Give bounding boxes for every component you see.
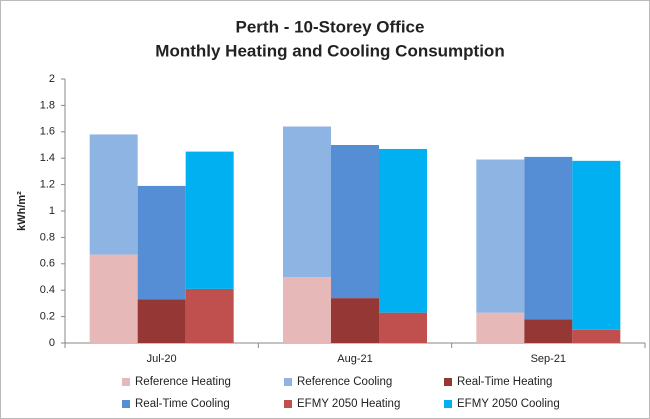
x-tick-label: Sep-21 — [531, 353, 566, 365]
bar-segment — [572, 329, 621, 343]
bar-segment — [572, 160, 621, 330]
y-tick-label: 0.8 — [40, 231, 55, 243]
x-tick-label: Jul-20 — [147, 353, 177, 365]
bar-segment — [524, 319, 573, 343]
y-tick-label: 1.4 — [40, 152, 55, 164]
bar-segment — [89, 134, 138, 255]
bar-segment — [331, 145, 379, 299]
bar-segment — [379, 312, 427, 343]
bar-segment — [524, 156, 573, 320]
legend-label: EFMY 2050 Cooling — [457, 398, 560, 410]
y-axis-label: kWh/m² — [16, 191, 28, 231]
bar-segment — [331, 298, 379, 343]
y-tick-label: 2 — [49, 73, 55, 85]
bar-segment — [137, 299, 186, 343]
y-tick-label: 1.2 — [40, 179, 55, 191]
legend-label: Real-Time Cooling — [135, 398, 230, 410]
legend-label: Reference Heating — [135, 376, 231, 388]
chart-title: Perth - 10-Storey Office — [236, 17, 425, 36]
bar-segment — [379, 148, 427, 313]
bar-segment — [283, 126, 331, 278]
y-tick-label: 1.6 — [40, 126, 55, 138]
y-tick-label: 1.8 — [40, 99, 55, 111]
chart-title: Monthly Heating and Cooling Consumption — [155, 41, 504, 60]
y-tick-label: 0.4 — [40, 284, 55, 296]
bar-segment — [476, 312, 525, 343]
y-tick-label: 0.2 — [40, 311, 55, 323]
legend-swatch — [122, 378, 130, 386]
legend-swatch — [122, 400, 130, 408]
legend-swatch — [284, 400, 292, 408]
y-tick-label: 0 — [49, 337, 55, 349]
legend-swatch — [284, 378, 292, 386]
legend-label: Real-Time Heating — [457, 376, 552, 388]
bar-segment — [476, 159, 525, 313]
bar-segment — [185, 151, 234, 289]
legend-swatch — [444, 378, 452, 386]
y-tick-label: 1 — [49, 205, 55, 217]
bar-segment — [283, 277, 331, 343]
bar-segment — [137, 185, 186, 300]
legend-label: Reference Cooling — [297, 376, 392, 388]
legend-swatch — [444, 400, 452, 408]
legend-label: EFMY 2050 Heating — [297, 398, 400, 410]
bar-segment — [89, 254, 138, 343]
x-tick-label: Aug-21 — [337, 353, 372, 365]
bar-segment — [185, 288, 234, 343]
y-tick-label: 0.6 — [40, 258, 55, 270]
